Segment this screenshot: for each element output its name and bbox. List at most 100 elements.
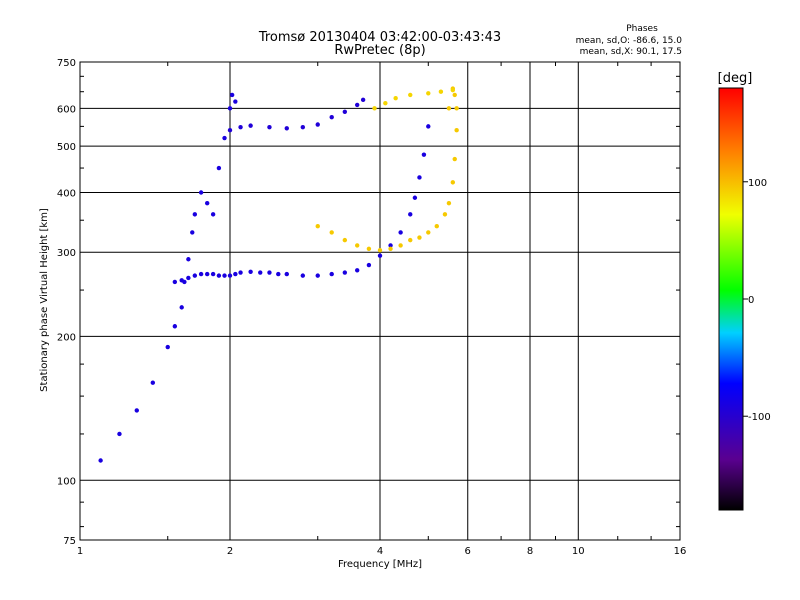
data-point (284, 271, 289, 277)
data-point (267, 124, 272, 130)
data-point (233, 271, 238, 277)
data-point (329, 230, 334, 235)
y-tick-label: 750 (57, 58, 76, 69)
y-tick-label: 600 (57, 104, 76, 115)
data-point (216, 165, 222, 171)
colorbar-tick-label: 100 (748, 178, 767, 189)
data-point (315, 122, 320, 127)
data-point (454, 106, 459, 111)
data-point (198, 190, 204, 195)
data-point (454, 127, 459, 133)
x-tick-label: 10 (572, 546, 585, 557)
colorbar (718, 87, 744, 511)
data-point (222, 273, 227, 278)
data-point (446, 106, 452, 111)
data-point (408, 92, 413, 98)
y-tick-label: 300 (57, 248, 76, 259)
data-point (233, 99, 238, 104)
data-point (412, 195, 418, 200)
data-point (329, 271, 334, 277)
chart-title: Tromsø 20130404 03:42:00-03:43:43 (258, 30, 501, 45)
colorbar-label: [deg] (718, 71, 753, 86)
data-point (248, 269, 253, 274)
data-point (172, 324, 178, 329)
data-point (377, 253, 383, 258)
data-point (434, 224, 439, 229)
data-point (210, 271, 216, 277)
data-point (165, 344, 170, 350)
data-point (417, 175, 422, 180)
data-point (229, 92, 235, 98)
data-point (354, 243, 360, 248)
data-point (388, 243, 393, 248)
data-point (388, 246, 393, 251)
data-point (284, 126, 289, 131)
data-point (452, 156, 457, 162)
data-point (354, 102, 360, 108)
data-point (204, 271, 210, 277)
data-point (227, 127, 233, 133)
data-point (300, 273, 306, 278)
stats-x-mode: mean, sd,X: 90.1, 17.5 (580, 47, 682, 57)
data-point (222, 135, 227, 141)
data-point (238, 124, 243, 130)
data-point (117, 431, 122, 437)
data-point (258, 270, 263, 275)
data-point (383, 100, 388, 106)
colorbar-tick-label: -100 (748, 412, 771, 423)
y-tick-label: 75 (63, 536, 76, 547)
data-point (342, 109, 348, 115)
y-tick-label: 500 (57, 142, 76, 153)
data-point (192, 273, 198, 278)
data-point (172, 279, 178, 285)
data-point (366, 246, 372, 251)
data-point (452, 92, 457, 98)
y-tick-label: 200 (57, 332, 76, 343)
data-point (267, 270, 272, 275)
x-tick-label: 4 (377, 546, 383, 557)
data-point (366, 262, 372, 268)
x-tick-label: 2 (227, 546, 233, 557)
data-point (450, 87, 456, 93)
data-point (192, 212, 198, 217)
data-point (329, 114, 334, 120)
x-tick-label: 16 (674, 546, 687, 557)
x-tick-label: 6 (465, 546, 471, 557)
data-point (426, 91, 431, 96)
y-tick-label: 100 (57, 476, 76, 487)
chart-subtitle: RwPretec (8p) (334, 43, 425, 58)
data-point (210, 212, 216, 217)
data-point (393, 95, 398, 101)
data-point (227, 106, 233, 111)
data-point (342, 237, 348, 243)
data-point (342, 270, 348, 275)
data-point (204, 200, 210, 206)
y-axis-label: Stationary phase Virtual Height [km] (39, 208, 50, 392)
x-tick-label: 8 (527, 546, 533, 557)
data-point (360, 97, 366, 103)
x-tick-label: 1 (77, 546, 83, 557)
data-point (227, 273, 233, 278)
data-point (408, 212, 413, 217)
data-point (98, 458, 103, 463)
data-point (179, 305, 184, 310)
data-point (442, 212, 448, 217)
data-point (315, 224, 320, 229)
data-point (408, 237, 413, 243)
stats-heading: Phases (626, 24, 658, 34)
data-point (248, 123, 253, 128)
data-point (421, 152, 427, 157)
data-point (315, 273, 320, 278)
x-axis-label: Frequency [MHz] (338, 559, 422, 570)
data-point (426, 230, 431, 235)
data-point (372, 106, 377, 111)
colorbar-tick-label: 0 (748, 295, 754, 306)
data-point (182, 279, 187, 285)
data-point (398, 243, 403, 248)
data-point (300, 124, 306, 130)
data-point (398, 230, 403, 235)
data-point (276, 271, 281, 277)
data-point (198, 271, 204, 277)
data-point (238, 270, 243, 275)
